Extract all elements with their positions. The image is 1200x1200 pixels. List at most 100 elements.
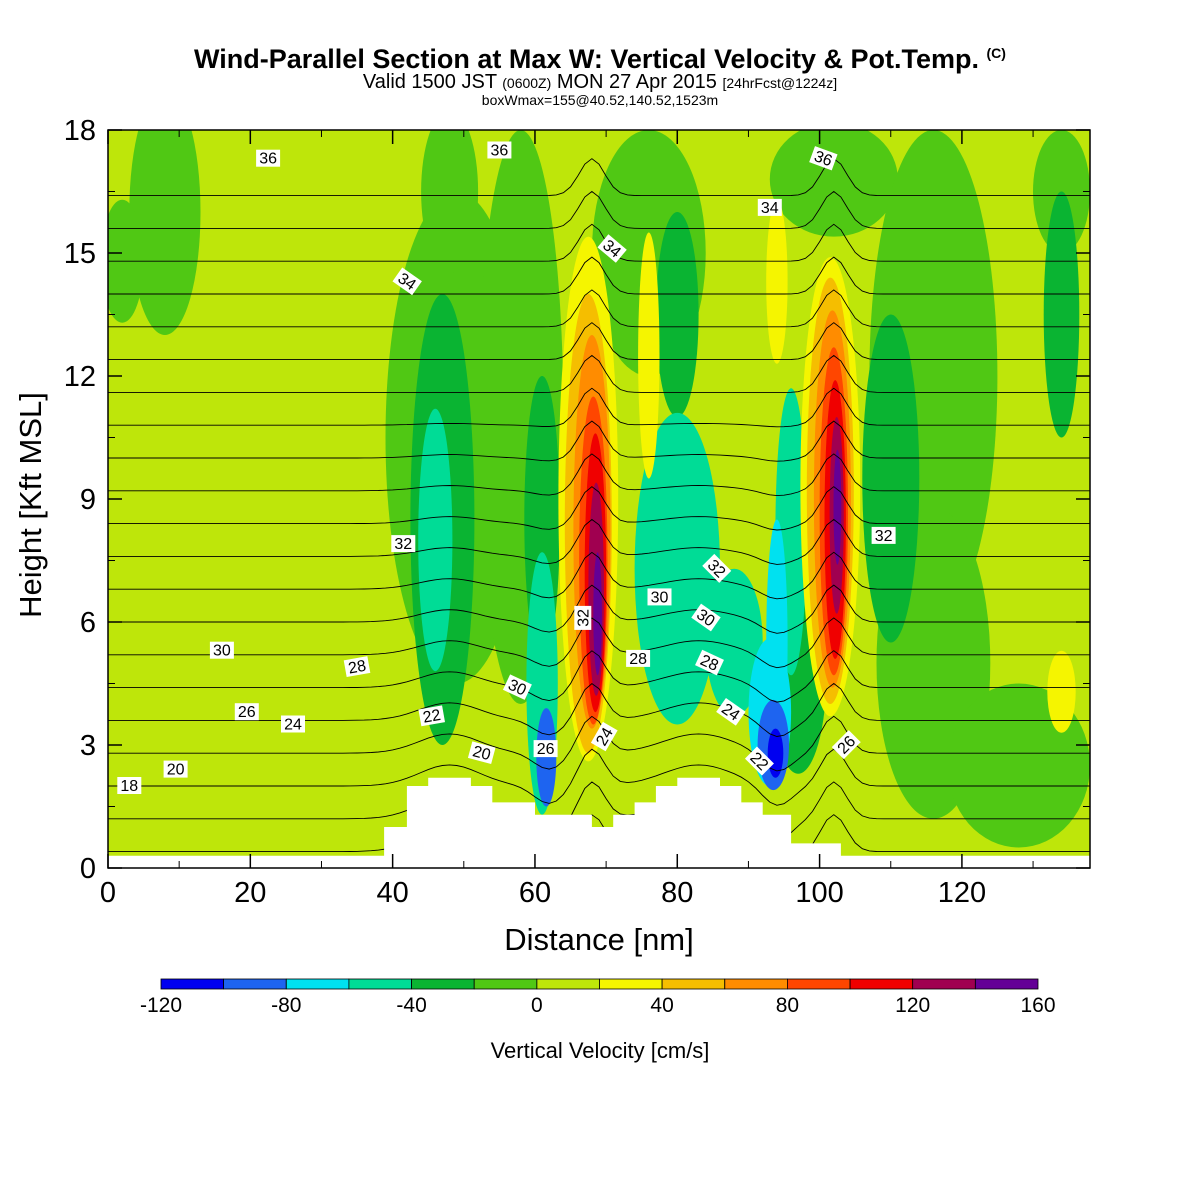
- colorbar-swatch: [285, 978, 350, 990]
- contour-label: 26: [831, 730, 861, 760]
- contour-label-text: 28: [697, 652, 720, 675]
- colorbar-swatch: [912, 978, 976, 990]
- theta-contour-line: [108, 453, 1090, 497]
- y-tick-label: 6: [80, 607, 96, 639]
- theta-contour-line: [108, 551, 1090, 600]
- terrain: [108, 777, 1090, 868]
- y-tick-label: 3: [80, 730, 96, 762]
- contour-label-text: 30: [213, 643, 231, 660]
- theta-contour-line: [108, 518, 1090, 565]
- plot-area: [108, 130, 1090, 868]
- contour-label-text: 24: [284, 717, 302, 734]
- contour-label-box: [117, 777, 142, 794]
- theta-contour-line: [108, 781, 1090, 841]
- contour-label-text: 28: [347, 658, 368, 678]
- chart-subtitle: Valid 1500 JST (0600Z) MON 27 Apr 2015 […: [0, 71, 1200, 94]
- colorbar: -120 -80 -40 0 40 80 120 160: [140, 978, 1056, 1017]
- contour-label-box: [626, 649, 651, 667]
- theta-contour-line: [108, 682, 1090, 737]
- contour-label-box: [533, 740, 558, 758]
- theta-contours: [108, 158, 1090, 868]
- colorbar-title: Vertical Velocity [cm/s]: [491, 1038, 710, 1063]
- contour-label: 24: [281, 715, 305, 734]
- contour-label: 22: [418, 705, 446, 727]
- contour-label-text: 30: [505, 677, 528, 700]
- contour-label: 28: [695, 649, 724, 676]
- contour-label: 32: [871, 526, 896, 545]
- velocity-cell: [634, 412, 720, 725]
- contour-label-box: [256, 149, 281, 167]
- contour-label-text: 20: [167, 762, 185, 779]
- contour-label-box: [757, 198, 782, 216]
- contour-label-box: [281, 715, 305, 733]
- velocity-cell: [1043, 191, 1080, 438]
- colorbar-swatch: [223, 978, 287, 990]
- contour-label-box: [597, 234, 627, 263]
- contour-label-box: [343, 656, 371, 678]
- contour-label-text: 36: [812, 148, 835, 170]
- forecast-info: [24hrFcst@1224z]: [722, 75, 838, 91]
- theta-contour-line: [108, 617, 1090, 669]
- contour-label-text: 34: [761, 200, 779, 217]
- colorbar-tick-label: -40: [396, 994, 426, 1017]
- contour-label: 34: [757, 198, 782, 217]
- velocity-cell: [766, 199, 788, 364]
- theta-contour-line: [108, 322, 1090, 361]
- contour-label-box: [487, 141, 512, 159]
- theta-contour-line: [108, 584, 1090, 634]
- x-tick-label: 0: [100, 877, 116, 909]
- contour-label-box: [744, 746, 774, 776]
- velocity-cell: [418, 408, 453, 672]
- contour-label: 26: [533, 740, 558, 758]
- y-tick-label: 18: [64, 115, 96, 147]
- x-tick-label: 60: [519, 877, 551, 909]
- valid-utc: (0600Z): [502, 75, 552, 91]
- x-tick-label: 80: [661, 877, 693, 909]
- theta-contour-line: [108, 158, 1090, 197]
- velocity-field: [108, 130, 1090, 848]
- colorbar-tick-label: -120: [140, 994, 182, 1017]
- colorbar-swatch: [787, 978, 851, 990]
- contour-label-box: [716, 697, 746, 726]
- contour-label: 36: [487, 141, 512, 160]
- theta-contour-line: [108, 650, 1090, 703]
- chart-title-main: Wind-Parallel Section at Max W: Vertical…: [194, 44, 979, 74]
- x-tick-label: 120: [938, 877, 986, 909]
- colorbar-swatch: [724, 978, 788, 990]
- contour-label-box: [871, 526, 896, 544]
- contour-label: 30: [209, 641, 234, 660]
- colorbar-swatch: [661, 978, 726, 990]
- contour-label-text: 36: [491, 143, 509, 160]
- contour-label-text: 30: [651, 589, 669, 606]
- contour-label-text: 24: [593, 725, 617, 749]
- y-tick-label: 15: [64, 238, 96, 270]
- contour-label-text: 32: [575, 609, 592, 627]
- x-tick-label: 40: [377, 877, 409, 909]
- colorbar-tick-label: 0: [531, 994, 543, 1017]
- contour-label: 20: [467, 741, 496, 764]
- colorbar-tick-label: -80: [271, 994, 301, 1017]
- contour-label-text: 18: [120, 778, 138, 795]
- copyright-mark: (C): [986, 45, 1006, 61]
- x-tick-label: 20: [234, 877, 266, 909]
- theta-contour-line: [108, 814, 1090, 868]
- y-tick-label: 12: [64, 361, 96, 393]
- colorbar-tick-label: 40: [650, 994, 673, 1017]
- colorbar-swatch: [536, 978, 600, 990]
- theta-contour-line: [108, 354, 1090, 393]
- contour-label-text: 26: [238, 704, 256, 721]
- contour-label-box: [590, 721, 618, 752]
- y-tick-label: 0: [80, 853, 96, 885]
- contour-label: 36: [256, 149, 281, 168]
- contour-label-box: [691, 603, 721, 632]
- box-info: boxWmax=155@40.52,140.52,1523m: [481, 92, 719, 108]
- colorbar-swatch: [348, 978, 412, 990]
- velocity-cell: [593, 552, 602, 676]
- contour-label-text: 26: [537, 741, 555, 758]
- contour-label-text: 32: [875, 528, 893, 545]
- contour-label: 20: [163, 760, 188, 779]
- colorbar-swatch: [599, 978, 663, 990]
- contour-label-box: [502, 674, 532, 700]
